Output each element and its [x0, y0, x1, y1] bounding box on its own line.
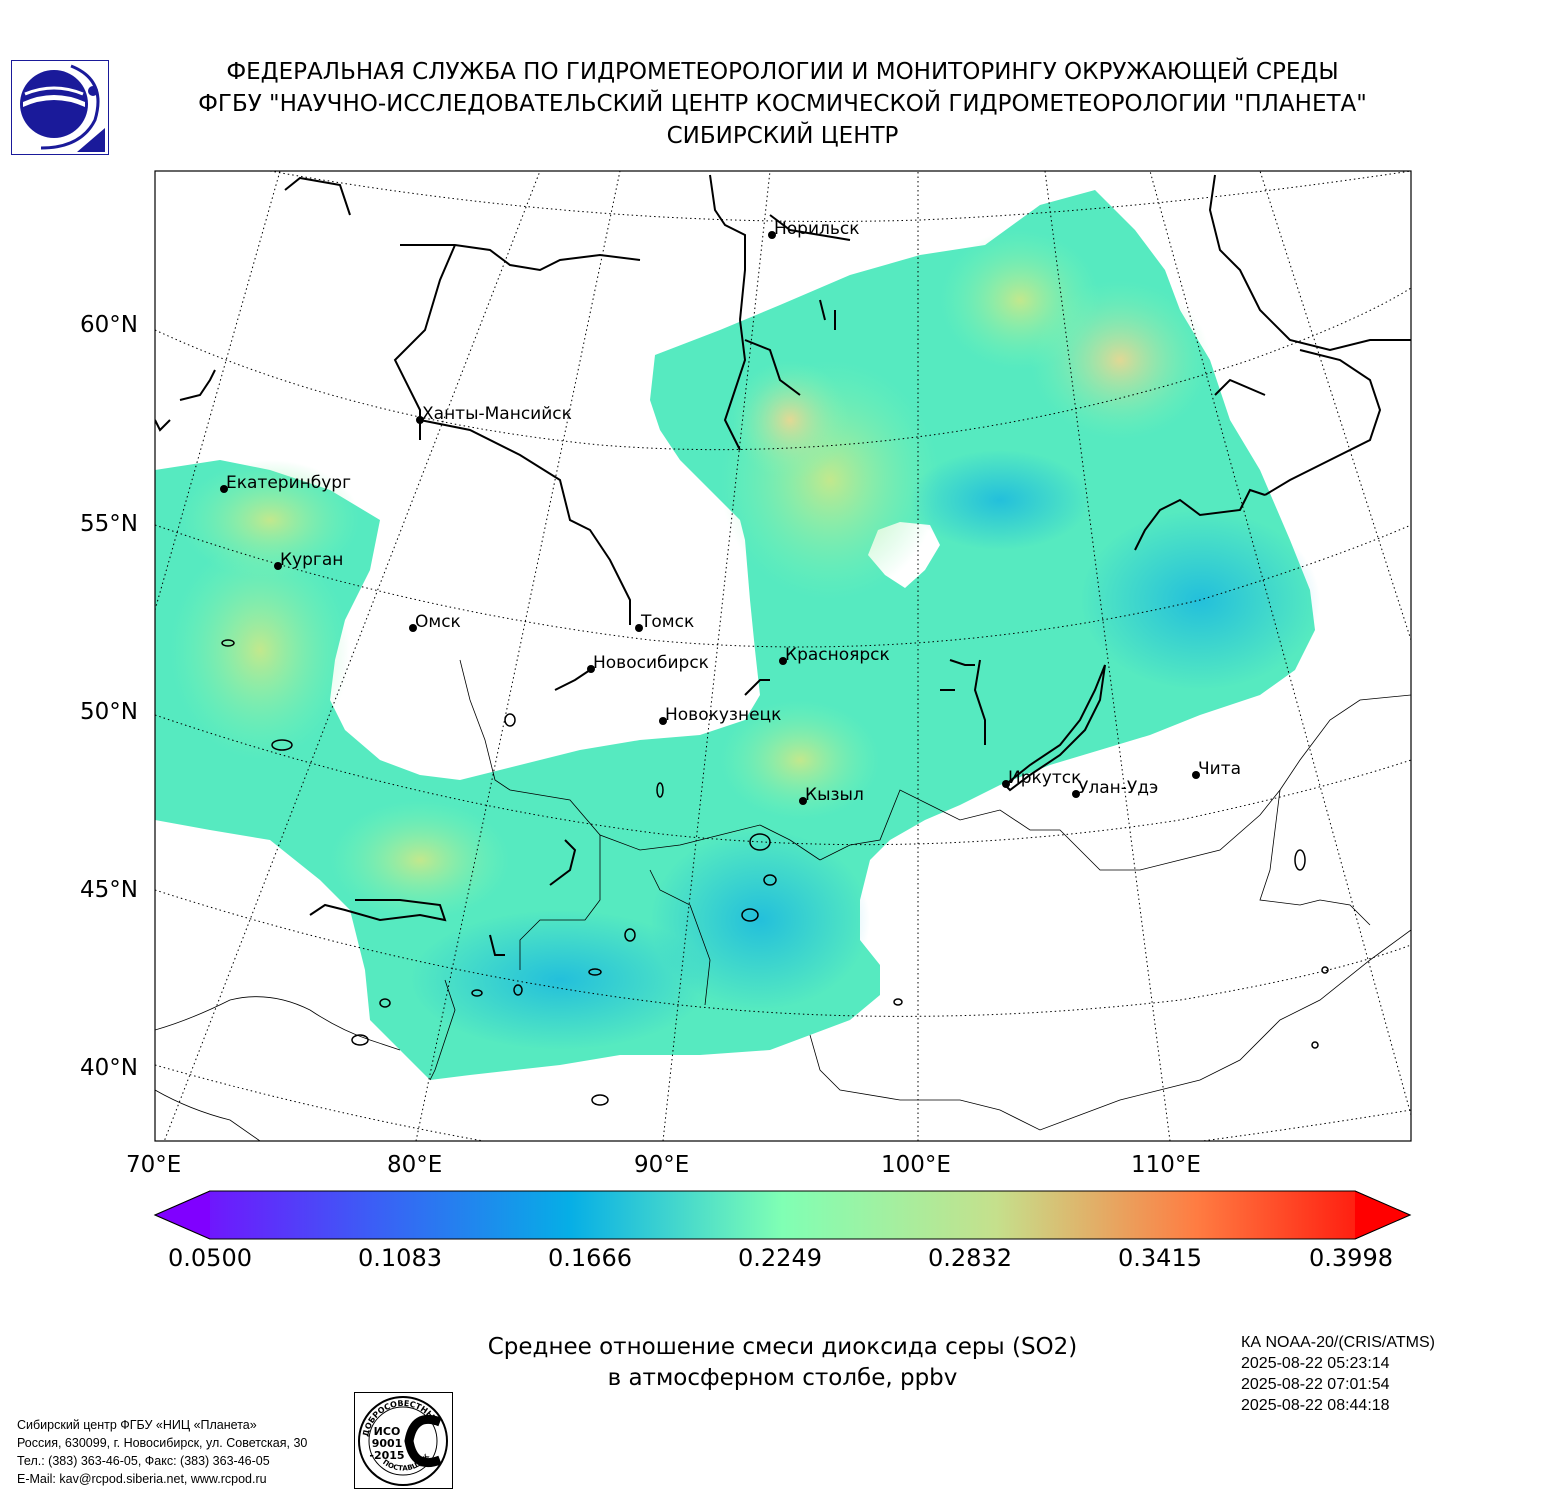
city-label: Омск	[415, 612, 461, 632]
city-label: Новокузнецк	[665, 705, 781, 725]
city-marker	[409, 624, 417, 632]
city-label: Норильск	[774, 219, 860, 239]
lat-label-40: 40°N	[80, 1055, 138, 1081]
contact-line: E-Mail: kav@rcpod.siberia.net, www.rcpod…	[17, 1472, 267, 1486]
city-label: Екатеринбург	[226, 473, 351, 493]
city-marker	[220, 485, 228, 493]
lat-label-50: 50°N	[80, 699, 138, 725]
lakes	[221, 639, 1329, 1106]
city-marker	[1002, 780, 1010, 788]
map-frame-content	[155, 171, 1411, 1141]
coastlines	[155, 174, 1411, 956]
city-marker	[1192, 771, 1200, 779]
cities-layer: Норильск Ханты-Мансийск Екатеринбург Курган…	[220, 219, 1241, 805]
lat-label-60: 60°N	[80, 312, 138, 338]
colorbar-tick: 0.2249	[738, 1244, 822, 1272]
parallels	[155, 171, 1411, 1141]
colorbar-tick: 0.3415	[1118, 1244, 1202, 1272]
contact-line: Сибирский центр ФГБУ «НИЦ «Планета»	[17, 1418, 257, 1432]
header: ФЕДЕРАЛЬНАЯ СЛУЖБА ПО ГИДРОМЕТЕОРОЛОГИИ …	[140, 56, 1425, 152]
map-caption: Среднее отношение смеси диоксида серы (S…	[420, 1332, 1145, 1394]
colorbar-over-triangle	[1355, 1191, 1410, 1239]
city-marker	[659, 717, 667, 725]
pass-time: 2025-08-22 05:23:14	[1241, 1355, 1390, 1372]
lon-label-70: 70°E	[126, 1152, 182, 1178]
meridians	[155, 171, 1411, 1141]
iso-center-line-2: 9001	[372, 1437, 403, 1450]
colorbar-tick: 0.1083	[358, 1244, 442, 1272]
lon-label-100: 100°E	[881, 1152, 951, 1178]
lon-label-80: 80°E	[387, 1152, 443, 1178]
city-label: Курган	[280, 550, 343, 570]
pass-time: 2025-08-22 08:44:18	[1241, 1397, 1390, 1414]
satellite-name: КА NOAA-20/(CRIS/ATMS)	[1241, 1334, 1435, 1351]
pass-time: 2025-08-22 07:01:54	[1241, 1376, 1390, 1393]
city-label: Улан-Удэ	[1078, 778, 1158, 798]
lon-label-90: 90°E	[634, 1152, 690, 1178]
borders	[155, 659, 1411, 1141]
iso-center-line-3: -2015	[369, 1449, 404, 1462]
city-label: Кызыл	[805, 785, 864, 805]
colorbar	[153, 1190, 1412, 1240]
city-marker	[635, 624, 643, 632]
city-marker	[799, 797, 807, 805]
city-label: Красноярск	[785, 645, 890, 665]
city-marker	[768, 231, 776, 239]
header-line-1: ФЕДЕРАЛЬНАЯ СЛУЖБА ПО ГИДРОМЕТЕОРОЛОГИИ …	[226, 59, 1339, 85]
city-label: Томск	[640, 612, 694, 632]
caption-line-2: в атмосферном столбе, ppbv	[607, 1365, 958, 1391]
contact-line: Тел.: (383) 363-46-05, Факс: (383) 363-4…	[17, 1454, 270, 1468]
satellite-info: КА NOAA-20/(CRIS/ATMS) 2025-08-22 05:23:…	[1241, 1332, 1435, 1416]
iso-9001-badge-icon: ДОБРОСОВЕСТНЫЙ ПОСТАВЩИК ИСО 9001 -2015	[354, 1392, 453, 1489]
colorbar-tick: 0.0500	[168, 1244, 252, 1272]
colorbar-body	[153, 1190, 1412, 1240]
lat-label-45: 45°N	[80, 877, 138, 903]
city-marker	[416, 416, 424, 424]
colorbar-under-triangle	[155, 1191, 210, 1239]
city-label: Новосибирск	[593, 653, 709, 673]
iso-center-line-1: ИСО	[374, 1425, 401, 1438]
caption-line-1: Среднее отношение смеси диоксида серы (S…	[487, 1334, 1078, 1360]
contact-info: Сибирский центр ФГБУ «НИЦ «Планета» Росс…	[17, 1416, 307, 1488]
city-marker	[274, 562, 282, 570]
colorbar-tick: 0.2832	[928, 1244, 1012, 1272]
city-label: Иркутск	[1008, 768, 1081, 788]
city-marker	[1072, 790, 1080, 798]
lon-label-110: 110°E	[1131, 1152, 1201, 1178]
header-line-2: ФГБУ "НАУЧНО-ИССЛЕДОВАТЕЛЬСКИЙ ЦЕНТР КОС…	[198, 91, 1367, 117]
planeta-logo-icon	[11, 60, 109, 155]
city-label: Чита	[1198, 759, 1241, 779]
contact-line: Россия, 630099, г. Новосибирск, ул. Сове…	[17, 1436, 308, 1450]
city-label: Ханты-Мансийск	[422, 404, 572, 424]
header-line-3: СИБИРСКИЙ ЦЕНТР	[666, 123, 899, 149]
city-marker	[779, 657, 787, 665]
colorbar-tick: 0.3998	[1309, 1244, 1393, 1272]
colorbar-tick: 0.1666	[548, 1244, 632, 1272]
map-frame	[154, 170, 1412, 1142]
lat-label-55: 55°N	[80, 511, 138, 537]
city-marker	[587, 665, 595, 673]
